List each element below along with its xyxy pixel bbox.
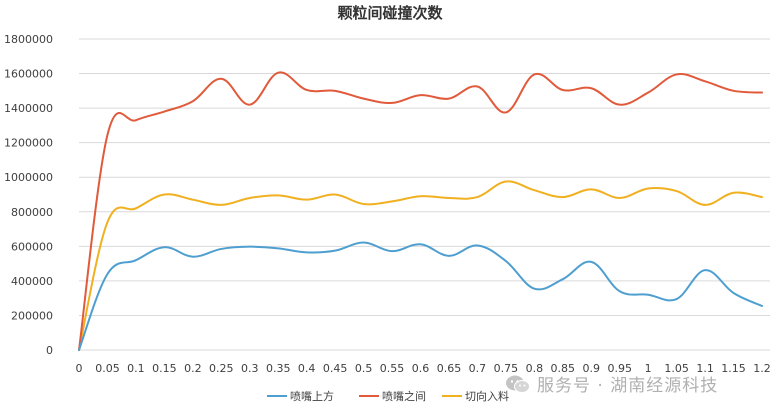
x-tick-label: 0.05 [95, 362, 120, 375]
y-tick-label: 1600000 [4, 68, 53, 81]
x-tick-label: 1.05 [664, 362, 689, 375]
y-tick-label: 0 [46, 344, 53, 357]
y-tick-label: 200000 [11, 309, 53, 322]
x-axis: 0 0.05 0.1 0.15 0.2 0.25 0.3 0.35 0.4 0.45 0.5 0.55… [76, 362, 771, 375]
x-tick-label: 1.1 [696, 362, 714, 375]
x-tick-label: 0.2 [184, 362, 202, 375]
x-tick-label: 0.9 [583, 362, 601, 375]
x-tick-label: 0.85 [551, 362, 576, 375]
x-tick-label: 0.65 [437, 362, 462, 375]
x-tick-label: 0.5 [355, 362, 373, 375]
x-tick-label: 0.75 [494, 362, 519, 375]
x-tick-label: 0.25 [209, 362, 234, 375]
x-tick-label: 0.15 [152, 362, 177, 375]
x-tick-label: 1.2 [753, 362, 771, 375]
y-tick-label: 1200000 [4, 137, 53, 150]
x-tick-label: 0 [76, 362, 83, 375]
x-tick-label: 1.15 [721, 362, 746, 375]
grid-lines [79, 38, 770, 351]
legend-label: 喷嘴之间 [382, 389, 426, 403]
x-tick-label: 1 [645, 362, 652, 375]
x-tick-label: 0.7 [469, 362, 487, 375]
x-tick-label: 0.3 [241, 362, 259, 375]
y-tick-label: 600000 [11, 240, 53, 253]
series-lines [78, 71, 763, 351]
x-tick-label: 0.35 [266, 362, 291, 375]
watermark: 服务号 · 湖南经源科技 [505, 371, 718, 396]
wechat-icon [506, 375, 530, 393]
watermark-text: 服务号 · 湖南经源科技 [537, 376, 719, 396]
x-tick-label: 0.6 [412, 362, 430, 375]
series-line-1 [78, 241, 763, 351]
legend: 喷嘴上方 喷嘴之间 切向入料 [267, 389, 509, 403]
x-tick-label: 0.45 [323, 362, 348, 375]
x-tick-label: 0.1 [127, 362, 145, 375]
y-axis: 0 200000 400000 600000 800000 1000000 1200000 1… [4, 33, 53, 357]
y-tick-label: 400000 [11, 275, 53, 288]
legend-label: 喷嘴上方 [290, 389, 334, 403]
x-tick-label: 0.8 [526, 362, 544, 375]
x-tick-label: 0.95 [607, 362, 632, 375]
y-tick-label: 800000 [11, 206, 53, 219]
chart-title: 颗粒间碰撞次数 [337, 4, 443, 22]
legend-label: 切向入料 [465, 389, 509, 403]
y-tick-label: 1400000 [4, 102, 53, 115]
series-line-2 [78, 71, 763, 351]
y-tick-label: 1000000 [4, 171, 53, 184]
y-tick-label: 1800000 [4, 33, 53, 46]
series-line-3 [78, 180, 763, 351]
x-tick-label: 0.55 [380, 362, 405, 375]
x-tick-label: 0.4 [298, 362, 316, 375]
